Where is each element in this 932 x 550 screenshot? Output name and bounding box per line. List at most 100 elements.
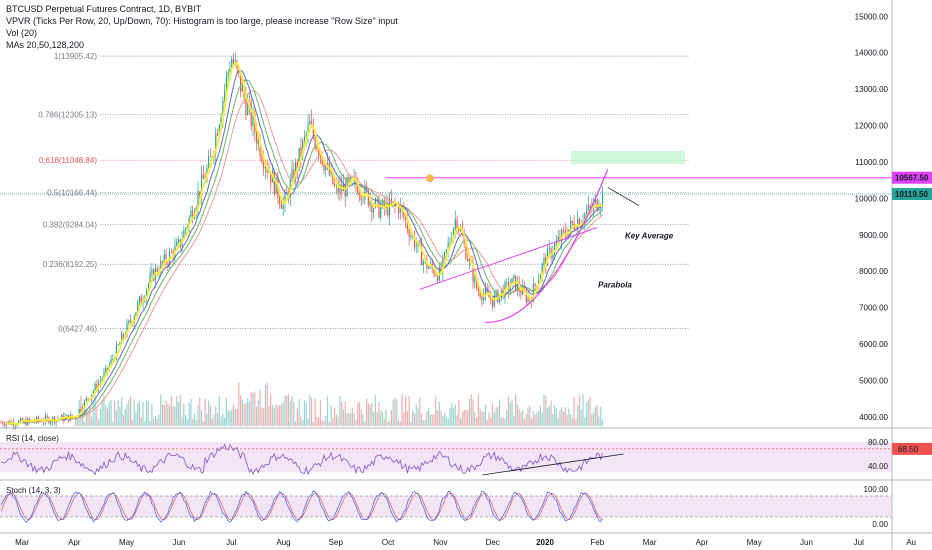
trend-line [419, 227, 598, 290]
volume-bar [248, 401, 251, 426]
candle-body [499, 294, 501, 303]
volume-bar [546, 407, 549, 426]
volume-bar [94, 396, 96, 426]
ma-line [34, 89, 603, 423]
candle-body [161, 261, 164, 263]
candle-body [348, 177, 350, 181]
candle-body [422, 261, 424, 266]
volume-bar [500, 418, 503, 426]
candle-body [357, 184, 359, 194]
drawings[interactable]: Key Average Parabola [419, 169, 674, 323]
volume-bar [318, 417, 320, 426]
moving-averages [6, 61, 604, 426]
volume-bar [353, 413, 355, 426]
time-tick-label: Feb [590, 538, 604, 547]
volume-bar [530, 418, 533, 426]
candle-body [140, 296, 142, 303]
volume-bar [529, 405, 531, 426]
volume-bar [580, 409, 582, 426]
volume-bar [557, 418, 559, 426]
volume-bar [316, 416, 318, 426]
candle-body [491, 299, 494, 307]
volume-bar [192, 418, 194, 426]
rsi-trend-line [482, 453, 624, 476]
volume-bar [119, 406, 121, 426]
volume-bar [582, 394, 584, 426]
volume-bar [406, 411, 408, 426]
candle-body [557, 237, 559, 242]
volume-bar [101, 400, 103, 426]
candle-body [365, 185, 368, 191]
candle-body [376, 199, 378, 200]
volume-bar [543, 394, 545, 426]
candle-body [364, 185, 366, 200]
candle-body [270, 172, 272, 183]
price-tick-label: 15000.00 [855, 12, 889, 21]
candle-body [578, 218, 581, 226]
volume-bar [525, 414, 527, 426]
volume-bar [509, 402, 511, 426]
volume-bar [569, 414, 572, 426]
candle-body [245, 96, 247, 115]
volume-bar [454, 404, 456, 426]
volume-bar [337, 416, 339, 426]
volume-bar [344, 401, 346, 426]
time-tick-label: Jul [854, 538, 864, 547]
candle-body [44, 416, 47, 422]
volume-bar [330, 405, 332, 426]
candle-body [436, 275, 439, 281]
rsi-tick-label: 40.00 [868, 462, 889, 471]
volume-bar [222, 414, 224, 426]
candle-body [511, 278, 513, 287]
price-tick-label: 12000.00 [855, 122, 889, 131]
fib-level-label: 0(6427.46) [58, 324, 97, 333]
volume-bar [550, 400, 552, 426]
volume-bar [522, 410, 524, 426]
volume-bar [381, 412, 384, 426]
volume-bar [145, 399, 148, 426]
time-tick-label: Apr [68, 538, 81, 547]
candle-body [165, 254, 167, 263]
candle-body [360, 194, 362, 200]
volume-bar [346, 413, 348, 426]
time-tick-label: Aug [276, 538, 290, 547]
volume-bar [559, 409, 561, 426]
volume-bar [463, 409, 465, 426]
candle-body [410, 234, 412, 237]
volume-bar [186, 418, 188, 426]
candle-body [181, 240, 183, 247]
candle-body [259, 139, 261, 157]
volume-bar [309, 394, 311, 426]
candle-body [209, 156, 212, 158]
candle-body [468, 259, 471, 262]
volume-bar [389, 421, 391, 426]
candle-body [224, 90, 226, 101]
volume-bar [335, 414, 338, 426]
volume-bar [538, 410, 540, 426]
candle-body [456, 219, 458, 230]
candle-body [7, 421, 9, 424]
indicator-vpvr-legend[interactable]: VPVR (Ticks Per Row, 20, Up/Down, 70): H… [6, 16, 398, 26]
volume-bar [310, 398, 313, 426]
indicator-vol-legend[interactable]: Vol (20) [6, 28, 38, 38]
candle-body [151, 269, 153, 275]
candle-body [85, 398, 87, 401]
time-tick-label: Jul [226, 538, 236, 547]
volume-bar [516, 403, 518, 426]
indicator-mas-legend[interactable]: MAs 20,50,128,200 [6, 40, 85, 50]
candle-body [369, 202, 371, 206]
candle-body [415, 245, 417, 248]
candle-body [106, 367, 109, 370]
time-axis[interactable]: Mar Apr May Jun Jul Aug Sep Oct Nov Dec 2020 Feb Mar… [15, 538, 916, 547]
volume-bar [539, 406, 542, 426]
candle-body [60, 415, 63, 419]
volume-bar [518, 408, 520, 426]
volume-bar [490, 417, 492, 426]
volume-bar [243, 404, 245, 426]
candle-body [440, 266, 442, 273]
volume-bar [459, 418, 462, 426]
price-axis[interactable]: 4000.00 5000.00 6000.00 7000.00 8000.00 9000.… [855, 12, 932, 529]
candle-body [121, 333, 123, 344]
candle-body [310, 121, 313, 124]
